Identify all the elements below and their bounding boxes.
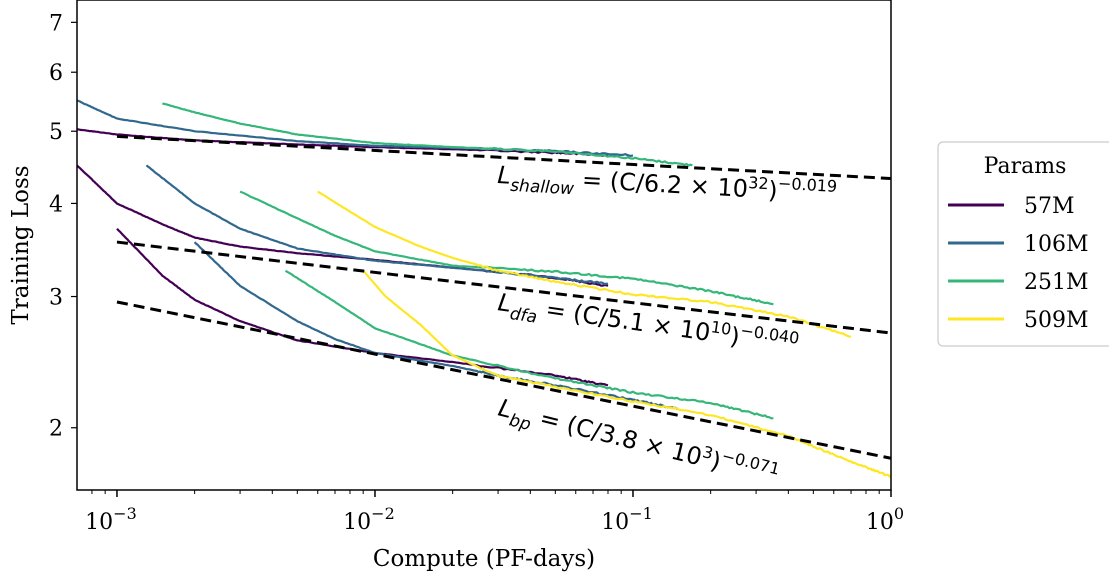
series-line-shallow-106M [77, 99, 634, 157]
fit-line-bp [116, 300, 891, 460]
data-curves [77, 99, 891, 478]
fit-line-dfa [116, 240, 891, 335]
series-line-dfa-509M [317, 190, 852, 338]
x-tick-label: 10−2 [343, 504, 395, 535]
fit-line-shallow [116, 134, 891, 181]
series-line-dfa-106M [145, 164, 609, 286]
y-tick-label: 4 [49, 192, 63, 217]
legend-box [937, 141, 1109, 347]
y-tick-label: 2 [49, 417, 63, 442]
x-tick-label: 10−3 [85, 504, 137, 535]
y-tick-label: 7 [49, 11, 63, 36]
series-line-bp-509M [362, 270, 891, 478]
legend-label-106M: 106M [1024, 232, 1089, 257]
y-axis: 2 3 4 5 6 7 [49, 11, 77, 442]
x-axis-title: Compute (PF-days) [373, 546, 595, 572]
y-tick-label: 3 [49, 286, 63, 311]
y-tick-label: 6 [49, 61, 63, 86]
y-axis-title: Training Loss [8, 165, 34, 324]
y-tick-label: 5 [49, 120, 63, 145]
series-line-bp-251M [284, 269, 774, 420]
legend-title: Params [984, 154, 1067, 179]
legend-label-57M: 57M [1024, 194, 1075, 219]
legend-label-251M: 251M [1024, 270, 1089, 295]
x-tick-label: 100 [866, 504, 904, 535]
series-line-dfa-251M [239, 190, 774, 306]
fit-lines [116, 134, 891, 460]
plot-frame [76, 0, 892, 491]
x-tick-label: 10−1 [601, 504, 653, 535]
series-line-shallow-57M [77, 128, 609, 157]
series-line-shallow-251M [162, 102, 693, 167]
x-axis: 10−3 10−2 10−1 100 [85, 490, 904, 535]
legend-label-509M: 509M [1024, 308, 1089, 333]
series-line-bp-106M [193, 241, 679, 410]
legend: Params 57M 106M 251M 509M [937, 141, 1109, 347]
